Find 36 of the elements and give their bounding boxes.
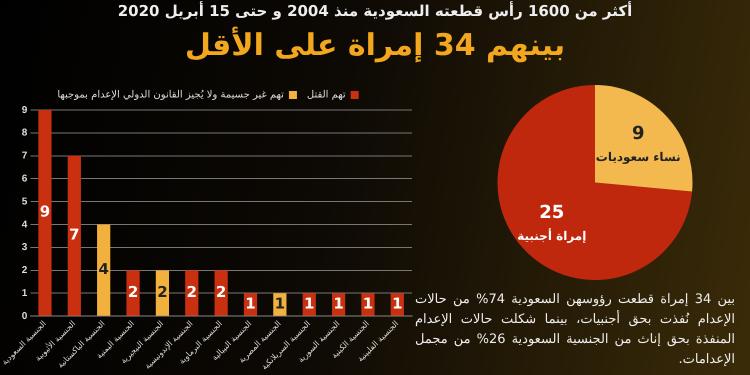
slice-label: إمراة أجنبية xyxy=(517,228,586,243)
bar xyxy=(97,224,110,316)
slice-label: نساء سعوديات xyxy=(596,150,681,164)
data-label: 1 xyxy=(362,294,374,312)
y-tick-label: 4 xyxy=(22,219,28,230)
y-tick-label: 2 xyxy=(22,265,28,276)
data-label: 2 xyxy=(216,282,226,301)
y-tick-label: 9 xyxy=(22,104,28,116)
data-label: 1 xyxy=(245,294,256,312)
y-tick-label: 0 xyxy=(22,310,28,322)
y-tick-label: 6 xyxy=(22,173,28,184)
data-label: 9 xyxy=(632,123,644,144)
y-tick-label: 7 xyxy=(22,150,28,162)
y-tick-label: 3 xyxy=(22,242,28,254)
data-label: 1 xyxy=(333,294,344,312)
y-tick-label: 8 xyxy=(22,128,28,139)
legend-label: تهم غير جسيمة ولا يُجيز القانون الدولي الإعدام بموجبها xyxy=(57,90,284,101)
data-label: 2 xyxy=(128,282,138,301)
data-label: 7 xyxy=(69,226,80,244)
y-tick-label: 5 xyxy=(22,196,28,208)
bar xyxy=(38,110,52,316)
data-label: 25 xyxy=(539,202,564,223)
text: بين 34 إمراة قطعت رؤوسهن السعودية 74% من حالات الإعدام نُفذت بحق أجنبيات، بينما شكلت حالات الإعدام المنفذة بحق إناث من الجنسية السعودية 26% من مجمل الإعدامات. xyxy=(415,291,735,369)
legend-label: تهم القتل xyxy=(306,90,346,101)
data-label: 2 xyxy=(186,282,197,301)
chart-title: أكثر من 1600 رأس قطعته السعودية منذ 2004 و حتى 15 أبريل 2020 xyxy=(116,2,634,20)
y-tick-label: 1 xyxy=(22,288,28,299)
chart-subtitle: بينهم 34 إمراة على الأقل xyxy=(184,28,566,63)
data-label: 1 xyxy=(304,294,314,312)
data-label: 1 xyxy=(392,294,403,312)
data-label: 2 xyxy=(157,282,168,301)
data-label: 1 xyxy=(274,294,286,312)
data-label: 9 xyxy=(40,202,50,221)
data-label: 4 xyxy=(98,260,109,278)
bar xyxy=(185,270,198,316)
bar xyxy=(68,156,81,316)
